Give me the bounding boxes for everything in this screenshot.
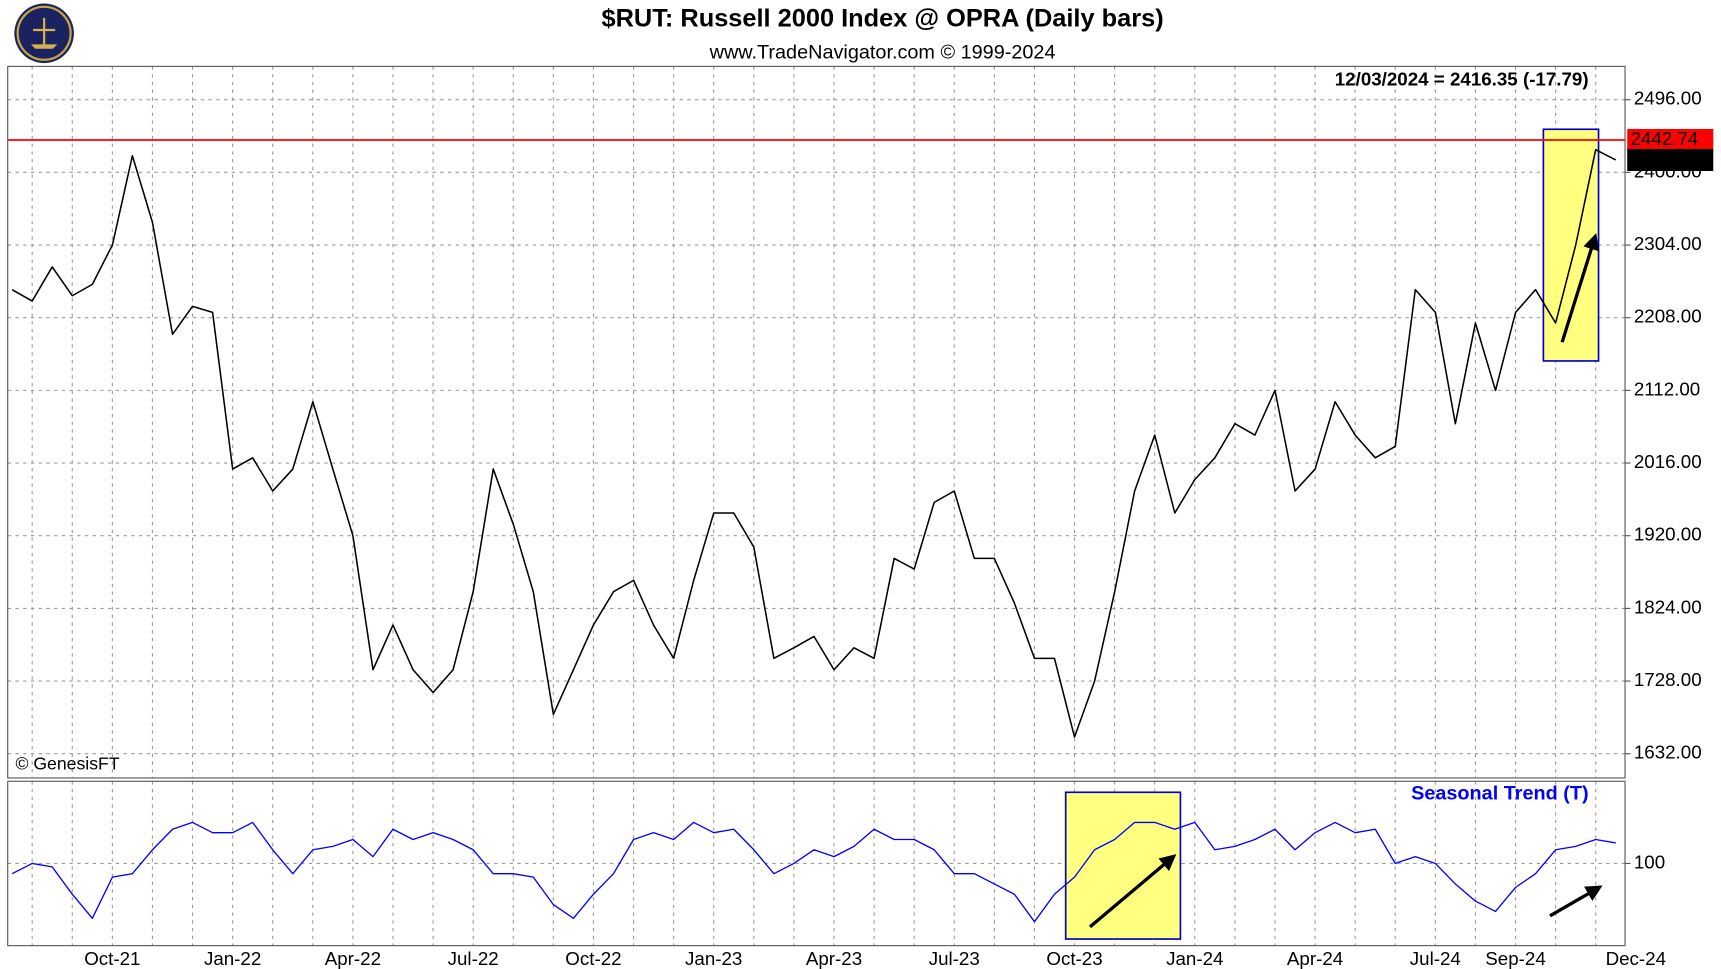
- last-price-label: 2416.35: [1631, 148, 1699, 169]
- x-tick-label: Jan-23: [685, 948, 742, 969]
- highlight-box: [1542, 128, 1600, 362]
- trend-arrow: [1088, 854, 1177, 929]
- chart-subtitle: www.TradeNavigator.com © 1999-2024: [709, 41, 1056, 63]
- y-tick-label: 1824.00: [1634, 596, 1702, 617]
- data-line: [11, 821, 1616, 923]
- x-tick-label: Apr-22: [325, 948, 381, 969]
- y-tick-label: 1632.00: [1634, 742, 1702, 763]
- x-tick-label: Jan-24: [1166, 948, 1223, 969]
- reference-label: 2442.74: [1631, 128, 1699, 149]
- x-tick-label: Oct-23: [1046, 948, 1102, 969]
- reference-label-box: [1627, 128, 1714, 152]
- x-tick-label: Jul-22: [448, 948, 499, 969]
- y-tick-label: 100: [1634, 851, 1665, 872]
- y-tick-label: 2112.00: [1634, 378, 1700, 399]
- y-tick-label: 2496.00: [1634, 88, 1702, 109]
- legend-entry: Seasonal Trend (T): [1411, 783, 1589, 805]
- grid: [7, 66, 1626, 946]
- trend-arrow: [1549, 885, 1603, 918]
- logo: [14, 3, 74, 64]
- x-tick-label: Jul-24: [1410, 948, 1461, 969]
- x-tick-label: Jul-23: [929, 948, 980, 969]
- y-tick-label: 1920.00: [1634, 524, 1702, 545]
- x-tick-label: Jan-22: [204, 948, 261, 969]
- y-tick-label: 1728.00: [1634, 669, 1702, 690]
- data-line: [11, 148, 1617, 738]
- x-tick-label: Oct-22: [565, 948, 621, 969]
- x-tick-label: Dec-24: [1606, 948, 1666, 969]
- trend-arrow: [1560, 233, 1600, 343]
- y-tick-label: 2208.00: [1634, 306, 1702, 327]
- price-panel: [7, 65, 1626, 779]
- plot: [7, 99, 1631, 923]
- x-tick-label: Apr-24: [1287, 948, 1343, 969]
- price-annotation: 12/03/2024 = 2416.35 (-17.79): [1335, 69, 1589, 90]
- chart-title: $RUT: Russell 2000 Index @ OPRA (Daily b…: [601, 5, 1163, 33]
- last-price-box: [1627, 148, 1714, 172]
- y-tick-label: 2016.00: [1634, 451, 1702, 472]
- y-tick-label: 2304.00: [1634, 233, 1702, 254]
- x-tick-label: Apr-23: [806, 948, 862, 969]
- credit: © GenesisFT: [15, 753, 119, 773]
- x-tick-label: Sep-24: [1485, 948, 1545, 969]
- x-tick-label: Oct-21: [84, 948, 140, 969]
